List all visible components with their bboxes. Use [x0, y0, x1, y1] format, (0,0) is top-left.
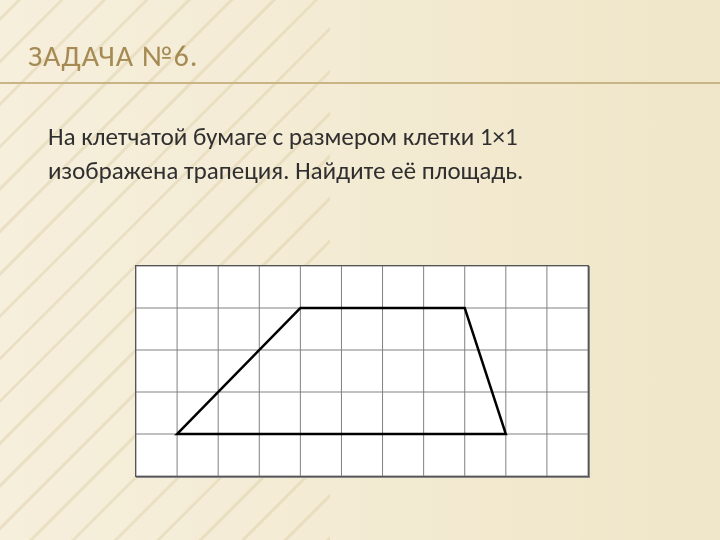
title-underline [0, 82, 720, 84]
problem-title: ЗАДАЧА №6. [28, 38, 198, 75]
problem-text: На клетчатой бумаге с размером клетки 1×… [48, 120, 648, 188]
figure-area [135, 265, 589, 477]
trapezoid-figure [136, 266, 588, 476]
slide: ЗАДАЧА №6. На клетчатой бумаге с размеро… [0, 0, 720, 540]
